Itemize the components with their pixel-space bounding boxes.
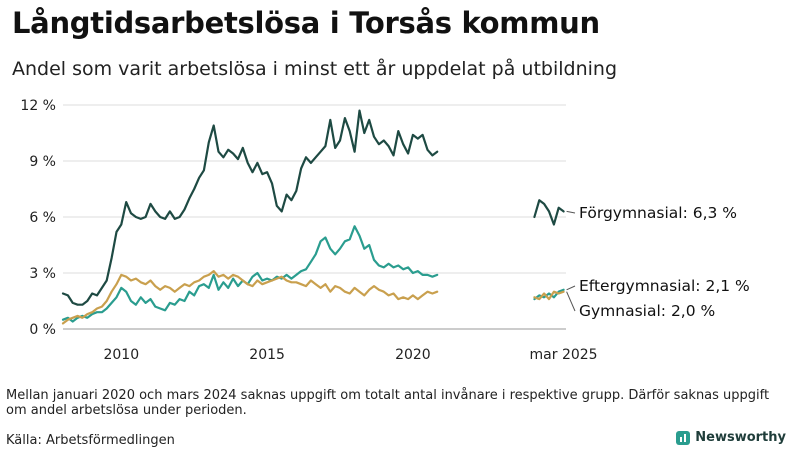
chart-title: Långtidsarbetslösa i Torsås kommun — [12, 6, 600, 40]
source-credit: Källa: Arbetsförmedlingen — [6, 433, 175, 448]
chart-logo-icon — [676, 430, 691, 445]
footnote: Mellan januari 2020 och mars 2024 saknas… — [6, 388, 770, 418]
series-line-eftergymnasial — [61, 225, 439, 323]
x-tick-label: 2020 — [395, 347, 431, 363]
brand-name: Newsworthy — [695, 430, 786, 445]
y-tick-label: 3 % — [29, 266, 56, 282]
leader-line — [566, 291, 576, 312]
x-tick-label: mar 2025 — [530, 347, 598, 363]
chart-subtitle: Andel som varit arbetslösa i minst ett å… — [12, 58, 618, 80]
y-tick-label: 0 % — [29, 322, 56, 338]
y-tick-label: 9 % — [29, 154, 56, 170]
end-labels: Förgymnasial: 6,3 % Eftergymnasial: 2,1 %… — [566, 204, 750, 320]
series-line-gymnasial — [61, 270, 439, 325]
end-label-eftergymnasial: Eftergymnasial: 2,1 % — [579, 277, 750, 295]
y-axis-ticks: 0 % 3 % 6 % 9 % 12 % — [20, 98, 56, 338]
x-tick-label: 2010 — [103, 347, 139, 363]
series-line-forgymnasial — [61, 109, 439, 306]
line-chart: 0 % 3 % 6 % 9 % 12 % 2010 2015 2020 mar 2025 Fö… — [20, 98, 750, 363]
brand-logo: Newsworthy — [676, 430, 786, 445]
y-tick-label: 6 % — [29, 210, 56, 226]
gridlines — [63, 104, 566, 330]
end-label-forgymnasial: Förgymnasial: 6,3 % — [579, 204, 737, 222]
x-tick-label: 2015 — [249, 347, 285, 363]
series-line-gymnasial — [533, 290, 565, 301]
leader-line — [566, 285, 576, 291]
y-tick-label: 12 % — [20, 98, 56, 114]
series-line-eftergymnasial — [533, 288, 565, 301]
series-line-forgymnasial — [533, 199, 565, 226]
series-lines — [61, 109, 565, 325]
x-axis-ticks: 2010 2015 2020 mar 2025 — [103, 347, 597, 363]
end-label-gymnasial: Gymnasial: 2,0 % — [579, 302, 715, 320]
leader-line — [566, 210, 576, 214]
